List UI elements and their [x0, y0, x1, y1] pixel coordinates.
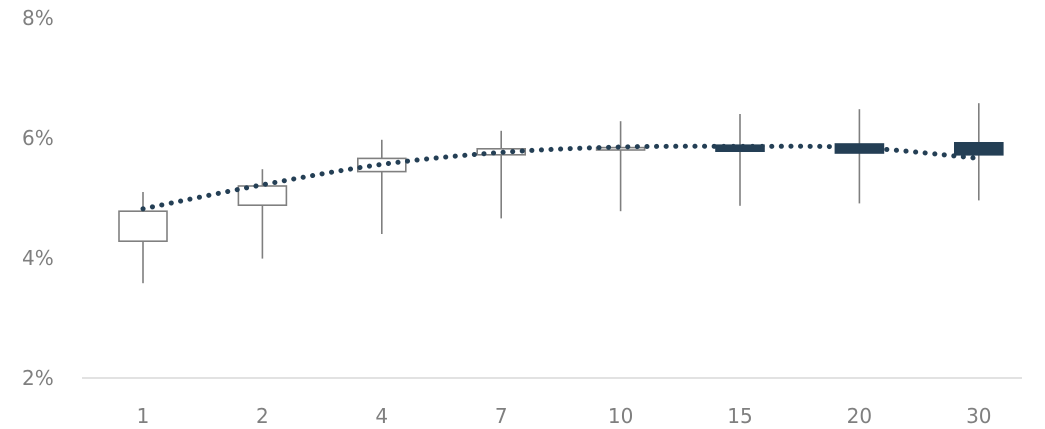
x-tick-label: 10 — [608, 404, 633, 428]
trend-line — [140, 143, 982, 212]
candle — [356, 139, 407, 234]
x-tick-label: 15 — [727, 404, 752, 428]
candle-body — [715, 144, 765, 152]
x-tick-label: 1 — [137, 404, 150, 428]
x-tick-label: 4 — [375, 404, 388, 428]
y-axis-ticks: 2% 4% 6% 8% — [22, 6, 54, 390]
y-tick-label: 6% — [22, 126, 54, 150]
x-tick-label: 20 — [847, 404, 872, 428]
candle — [715, 114, 765, 206]
candle-body — [118, 210, 168, 242]
x-tick-label: 2 — [256, 404, 269, 428]
x-axis-ticks: 1 2 4 7 10 15 20 30 — [137, 404, 992, 428]
candle — [953, 103, 1004, 201]
candle — [237, 169, 288, 259]
candle-body — [237, 185, 288, 207]
candle-body — [953, 142, 1004, 156]
x-tick-label: 7 — [495, 404, 508, 428]
candle — [834, 109, 885, 204]
candle — [595, 121, 646, 212]
candles — [118, 103, 1004, 284]
y-tick-label: 8% — [22, 6, 54, 30]
candle — [476, 130, 527, 219]
x-tick-label: 30 — [966, 404, 991, 428]
y-tick-label: 2% — [22, 366, 54, 390]
y-tick-label: 4% — [22, 246, 54, 270]
